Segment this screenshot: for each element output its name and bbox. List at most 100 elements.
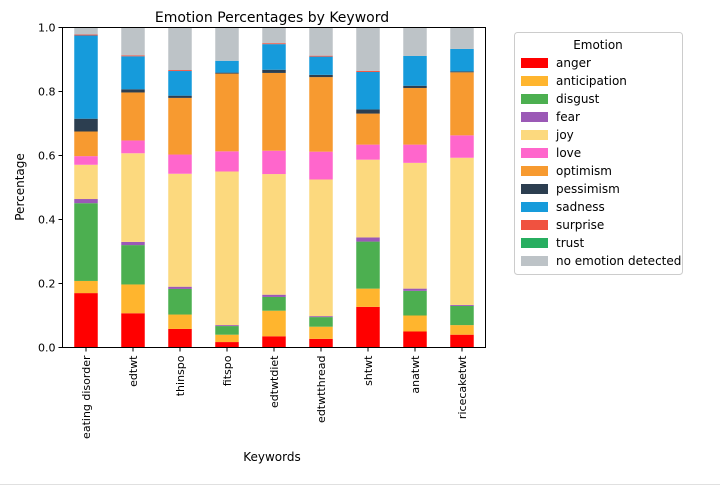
legend-swatch — [521, 166, 548, 176]
legend-swatch — [521, 76, 548, 86]
legend-swatch — [521, 220, 548, 230]
legend: Emotion anger anticipation disgust fear joy l… — [514, 32, 683, 275]
bar-segment — [74, 164, 98, 200]
x-tick-label: edtwt — [127, 355, 140, 387]
bar-segment — [121, 245, 145, 285]
bar-segment — [74, 27, 98, 35]
bar-segment — [309, 27, 333, 56]
bar-segment — [74, 131, 98, 157]
y-tick-label: 0.2 — [38, 278, 56, 291]
bar-segment — [168, 288, 192, 315]
bar-segment — [262, 27, 286, 44]
bar-segment — [168, 95, 192, 98]
bar-segment — [356, 159, 380, 238]
legend-label: sadness — [556, 200, 605, 214]
bar-segment — [168, 70, 192, 72]
bar-segment — [262, 336, 286, 348]
bar-segment — [262, 43, 286, 45]
x-tick-label: anatwt — [409, 355, 422, 394]
bar-segment — [168, 286, 192, 289]
bar-segment — [215, 27, 239, 61]
bar-segment — [356, 71, 380, 110]
bar-segment — [121, 56, 145, 90]
bar-segment — [121, 140, 145, 154]
bar-segment — [356, 288, 380, 307]
bar-segment — [168, 71, 192, 96]
bar-segment — [309, 77, 333, 152]
legend-label: anger — [556, 56, 591, 70]
legend-label: no emotion detected — [556, 254, 681, 268]
bar-segment — [403, 315, 427, 332]
y-axis: 0.0 0.2 0.4 0.6 0.8 1.0 — [38, 22, 63, 355]
bar-segment — [403, 87, 427, 145]
bar-segment — [309, 338, 333, 348]
legend-swatch — [521, 256, 548, 266]
bar-segment — [262, 310, 286, 337]
bar-segment — [74, 199, 98, 204]
bar-segment — [309, 316, 333, 318]
bar-segment — [215, 334, 239, 343]
bar-segment — [356, 241, 380, 289]
bar-segment — [450, 304, 474, 306]
bar-segment — [450, 71, 474, 73]
legend-label: joy — [555, 128, 574, 142]
bar-segment — [262, 150, 286, 175]
x-axis: eating disorder edtwt thinspo fitspo edtwtdi… — [80, 347, 469, 439]
legend-items: anger anticipation disgust fear joy love optim… — [521, 56, 681, 268]
y-axis-label: Percentage — [13, 153, 27, 221]
bar-segment — [450, 135, 474, 158]
x-axis-label: Keywords — [243, 450, 301, 464]
bar-segment — [74, 203, 98, 281]
bar-segment — [168, 27, 192, 71]
bar-segment — [215, 325, 239, 327]
y-tick-label: 0.0 — [38, 342, 56, 355]
bar-segment — [168, 97, 192, 155]
bar-segment — [74, 118, 98, 132]
x-tick-label: thinspo — [174, 355, 187, 396]
legend-swatch — [521, 238, 548, 248]
bar-segment — [356, 71, 380, 72]
bar-segment — [262, 44, 286, 70]
bar-segment — [403, 290, 427, 316]
bar-segment — [215, 342, 239, 348]
legend-swatch — [521, 184, 548, 194]
bar-segment — [262, 174, 286, 295]
bar-segment — [309, 151, 333, 180]
x-tick-label: fitspo — [221, 355, 234, 386]
bar-segment — [356, 113, 380, 145]
bar-segment — [309, 317, 333, 327]
legend-label: fear — [556, 110, 580, 124]
bar-segment — [450, 305, 474, 326]
bar-segment — [215, 72, 239, 74]
bar-segment — [403, 288, 427, 291]
bar-segment — [403, 85, 427, 88]
bar-segment — [121, 241, 145, 246]
bar-segment — [356, 306, 380, 348]
bar-segment — [74, 280, 98, 294]
bar-segment — [121, 89, 145, 93]
bar-segment — [356, 237, 380, 242]
y-tick-label: 1.0 — [38, 22, 56, 35]
bar-segment — [168, 173, 192, 287]
bar-segment — [356, 144, 380, 160]
bar-segment — [450, 157, 474, 305]
bar-segment — [403, 27, 427, 56]
legend-swatch — [521, 130, 548, 140]
bar-segment — [215, 171, 239, 326]
legend-label: trust — [556, 236, 584, 250]
bar-segment — [121, 55, 145, 57]
x-tick-label: eating disorder — [80, 355, 93, 439]
bar-segment — [215, 151, 239, 172]
legend-label: anticipation — [556, 74, 627, 88]
bar-segment — [403, 55, 427, 86]
plot-frame — [62, 27, 486, 348]
legend-label: surprise — [556, 218, 604, 232]
x-tick-label: shtwt — [362, 355, 375, 386]
bar-segment — [121, 153, 145, 242]
bar-segment — [74, 293, 98, 348]
bar-segment — [309, 326, 333, 339]
y-tick-label: 0.4 — [38, 214, 56, 227]
bar-segment — [121, 27, 145, 56]
legend-swatch — [521, 94, 548, 104]
legend-frame — [514, 32, 683, 275]
